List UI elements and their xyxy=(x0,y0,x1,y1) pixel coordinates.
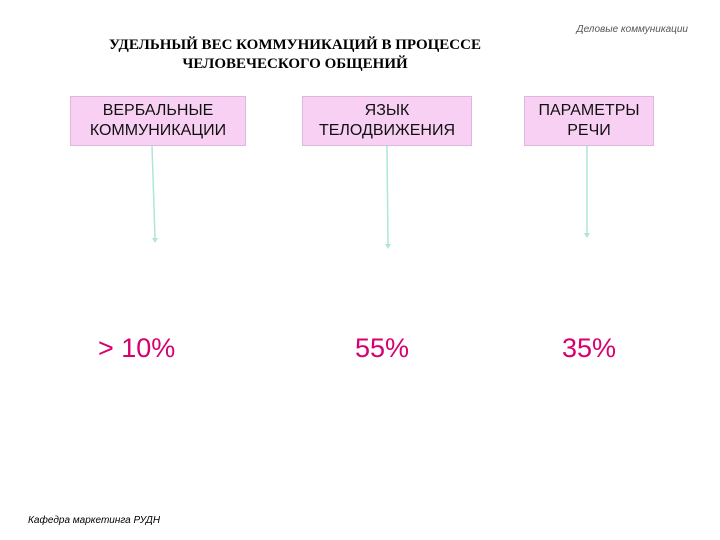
arrowhead-speech-parameters xyxy=(584,233,590,238)
percent-speech-parameters: 35% xyxy=(562,333,617,363)
arrow-body-language xyxy=(386,145,389,245)
arrowhead-verbal xyxy=(152,238,158,243)
header-note: Деловые коммуникации xyxy=(576,24,688,35)
category-box-body-language: ЯЗЫК ТЕЛОДВИЖЕНИЯ xyxy=(302,96,472,146)
arrowhead-body-language xyxy=(385,244,391,249)
category-label-body-language: ЯЗЫК ТЕЛОДВИЖЕНИЯ xyxy=(318,102,456,139)
category-box-verbal: ВЕРБАЛЬНЫЕ КОММУНИКАЦИИ xyxy=(70,96,246,146)
category-label-speech-parameters: ПАРАМЕТРЫ РЕЧИ xyxy=(538,102,640,139)
slide-title: УДЕЛЬНЫЙ ВЕС КОММУНИКАЦИЙ В ПРОЦЕССЕ ЧЕЛ… xyxy=(109,37,481,72)
percent-verbal: > 10% xyxy=(98,333,176,363)
percent-body-language: 55% xyxy=(355,333,410,363)
category-label-verbal: ВЕРБАЛЬНЫЕ КОММУНИКАЦИИ xyxy=(89,102,227,139)
footer-text: Кафедра маркетинга РУДН xyxy=(28,515,161,526)
arrow-verbal xyxy=(151,145,156,239)
category-box-speech-parameters: ПАРАМЕТРЫ РЕЧИ xyxy=(524,96,654,146)
